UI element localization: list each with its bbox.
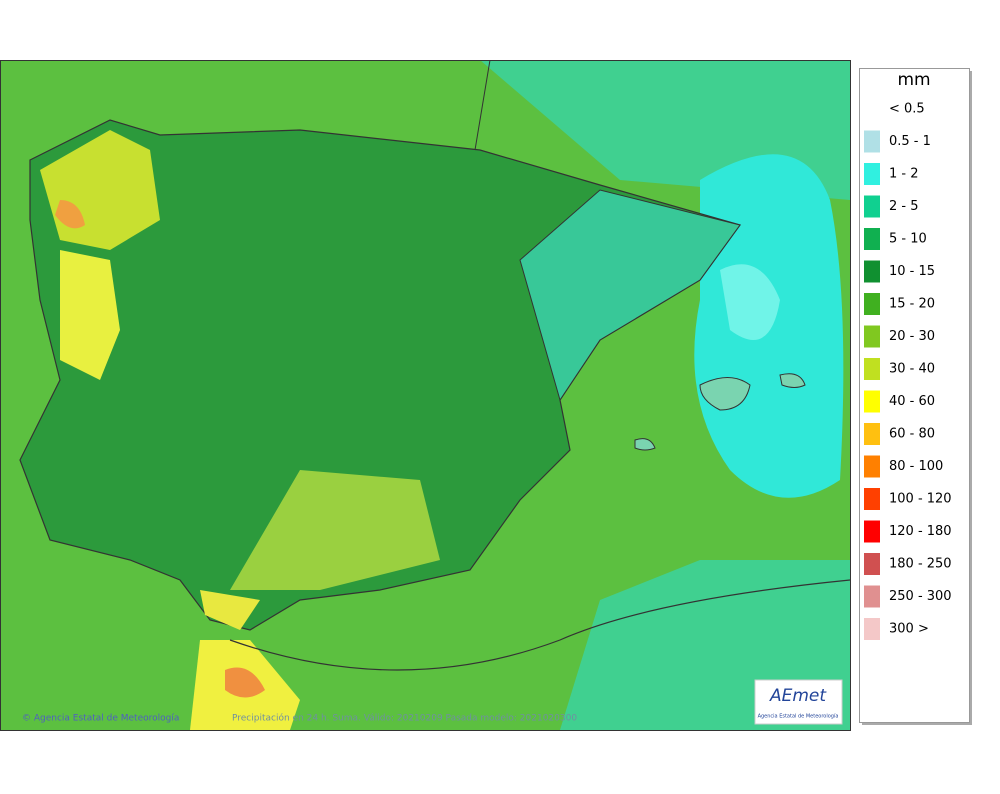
legend-label: 40 - 60 [889,394,935,409]
credit: © Agencia Estatal de Meteorología [22,714,179,724]
legend-swatch [864,423,880,445]
legend-label: 15 - 20 [889,297,935,312]
legend-label: 250 - 300 [889,589,952,604]
legend-label: 30 - 40 [889,362,935,377]
legend-label: 0.5 - 1 [889,134,931,149]
logo: AEmet Agencia Estatal de Meteorología [754,679,843,725]
legend-swatch [864,390,880,413]
legend-label: 60 - 80 [889,427,935,442]
legend-title: mm [897,70,930,90]
legend-label: < 0.5 [889,102,925,117]
legend-swatch [864,488,880,510]
legend-label: 300 > [889,622,929,637]
legend-swatch [864,325,880,348]
legend-label: 180 - 250 [889,557,952,572]
legend-swatch [864,228,880,250]
legend-swatch [864,293,880,315]
legend-swatch [864,98,880,120]
map-frame [0,60,851,731]
caption: Precipitación en 24 h. Suma. Válido: 202… [232,713,577,724]
legend-swatch [864,163,880,185]
legend-label: 100 - 120 [889,492,952,507]
legend-swatch [864,585,880,608]
legend-label: 2 - 5 [889,199,919,214]
legend-swatch [864,260,880,283]
legend-swatch [864,455,880,478]
legend-swatch [864,618,880,640]
legend-label: 120 - 180 [889,524,952,539]
legend-swatch [864,358,880,380]
legend-swatch [864,195,880,218]
legend-label: 80 - 100 [889,459,943,474]
legend-items: < 0.5 0.5 - 1 1 - 2 2 - 5 5 - 10 10 - 15 15 - … [864,98,952,640]
legend-swatch [864,130,880,153]
legend-label: 20 - 30 [889,329,935,344]
logo-subtitle: Agencia Estatal de Meteorología [758,713,839,720]
map [0,60,850,730]
legend-label: 10 - 15 [889,264,935,279]
legend-swatch [864,520,880,543]
legend-label: 1 - 2 [889,167,919,182]
legend-swatch [864,553,880,575]
legend-label: 5 - 10 [889,232,927,247]
logo-name: AEmet [769,686,827,706]
